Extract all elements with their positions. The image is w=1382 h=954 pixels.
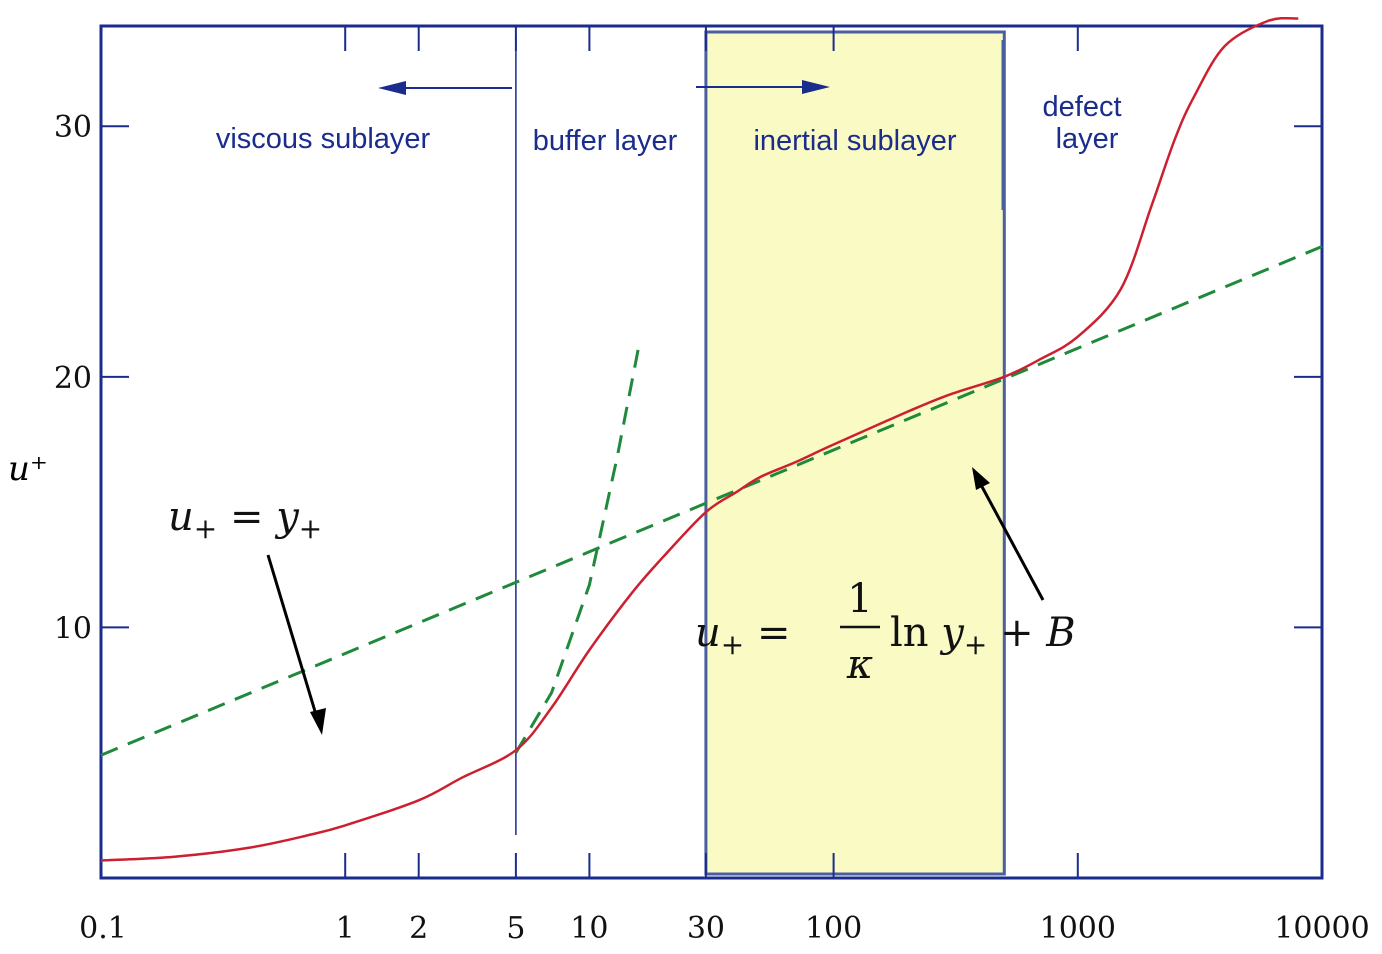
linear-law-eq: = [217, 494, 276, 540]
x-tick-label-2: 2 [409, 911, 428, 946]
x-tick-label-7: 1000 [1040, 911, 1116, 946]
x-tick-label-3: 5 [506, 911, 525, 946]
region-label-inertial: inertial sublayer [753, 125, 956, 157]
log-law-equation-left: u+ = [695, 610, 790, 661]
series-group [100, 16, 1323, 862]
y-ticks [101, 125, 1322, 629]
region-label-defect-1: defect [1043, 91, 1122, 123]
inertial-arrow-head [802, 80, 830, 94]
inertial-region-0 [704, 30, 1006, 876]
log-law-ln: ln [890, 610, 941, 656]
region-label-defect-2: layer [1056, 123, 1119, 155]
linear-law-sub1: + [194, 512, 217, 545]
log-law-dashed-line [100, 245, 1323, 757]
log-law-annotation: u+ = 1 κ ln y+ + B [695, 467, 1076, 688]
region-arrows [378, 40, 1005, 210]
x-tick-label-4: 10 [570, 911, 608, 946]
y-tick-label-1: 20 [54, 361, 92, 396]
log-law-tail: + B [987, 610, 1075, 656]
x-tick-label-6: 100 [805, 911, 862, 946]
linear-law-dashed-curve [514, 343, 641, 754]
viscous-arrow-head [378, 81, 406, 95]
x-tick-label-0: 0.1 [79, 911, 127, 946]
linear-law-arrow-line [266, 554, 319, 719]
velocity-profile-curve [100, 16, 1299, 862]
linear-law-arrow-head [310, 708, 326, 735]
y-tick-labels: 10 20 30 [54, 110, 92, 646]
plot-frame [99, 24, 1324, 880]
x-tick-label-1: 1 [336, 911, 355, 946]
linear-law-annotation: u+ = y+ [168, 494, 326, 735]
linear-law-sub2: + [299, 512, 322, 545]
linear-law-rhs: y [274, 494, 300, 540]
linear-law-lhs: u [168, 494, 194, 540]
log-law-arrow-line [978, 482, 1045, 601]
log-law-numerator: 1 [847, 576, 872, 622]
y-tick-label-0: 10 [54, 611, 92, 646]
log-law-sub2: + [964, 628, 987, 661]
shaded-regions [704, 30, 1006, 876]
log-law-denominator: κ [846, 642, 873, 688]
x-tick-label-8: 10000 [1274, 911, 1369, 946]
y-tick-label-2: 30 [54, 110, 92, 145]
log-law-lhs: u [695, 610, 721, 656]
x-tick-label-5: 30 [687, 911, 725, 946]
log-law-eq: = [744, 610, 790, 656]
log-law-y: y [939, 610, 965, 656]
linear-law-equation: u+ = y+ [168, 494, 322, 545]
log-law-sub1: + [721, 628, 744, 661]
x-tick-labels: 0.1 1 2 5 10 30 100 1000 10000 [79, 911, 1370, 946]
log-law-arrow-head [972, 467, 990, 490]
x-ticks [100, 26, 1323, 878]
region-label-viscous: viscous sublayer [216, 123, 431, 155]
region-label-buffer: buffer layer [533, 125, 678, 157]
log-law-equation-right: ln y+ + B [890, 610, 1076, 661]
y-axis-title: u⁺ [8, 449, 48, 489]
